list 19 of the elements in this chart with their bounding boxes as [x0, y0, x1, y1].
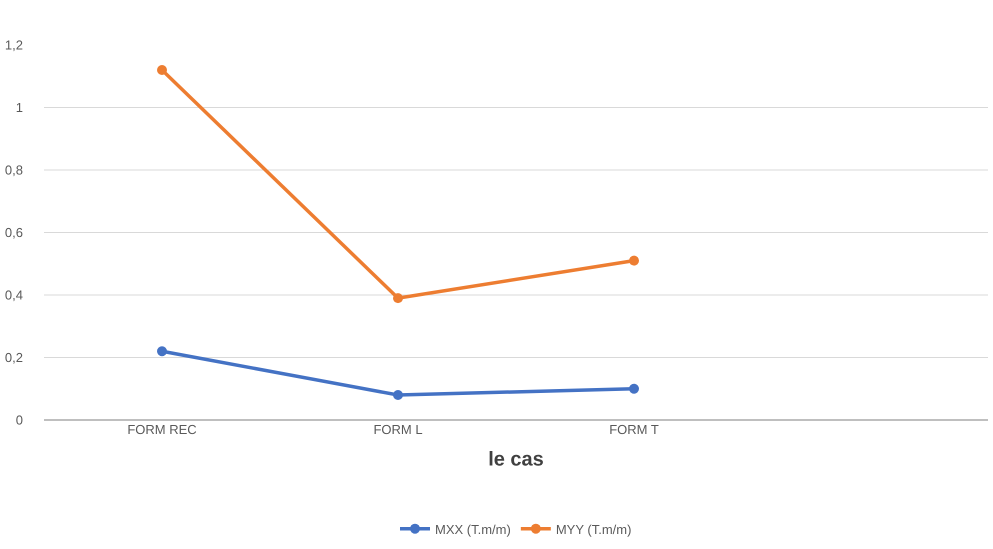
y-tick-label: 1 — [16, 100, 23, 116]
point — [629, 384, 639, 394]
legend-label: MYY (T.m/m) — [556, 522, 632, 537]
y-tick-label: 1,2 — [4, 38, 23, 53]
x-tick-label: FORM REC — [127, 422, 197, 437]
x-tick-label: FORM L — [373, 422, 423, 437]
y-tick-label: 0,8 — [4, 162, 23, 178]
point — [157, 346, 167, 356]
point — [393, 390, 403, 400]
point — [393, 293, 403, 304]
x-axis-title: le cas — [488, 448, 544, 470]
legend-label: MXX (T.m/m) — [435, 522, 511, 537]
y-tick-label: 0 — [16, 412, 23, 428]
point — [157, 65, 167, 75]
x-tick-label: FORM T — [609, 422, 659, 437]
y-tick-label: 0,4 — [4, 288, 23, 303]
y-tick-label: 0,2 — [4, 350, 23, 366]
y-tick-label: 0,6 — [4, 225, 23, 240]
point — [629, 256, 639, 266]
